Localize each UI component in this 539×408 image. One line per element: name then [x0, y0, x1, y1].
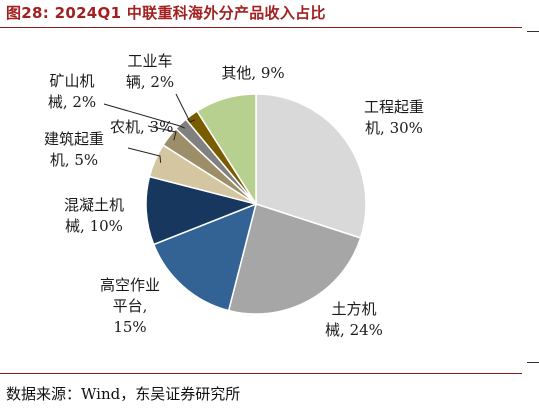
- slice-labels: 工程起重机, 30% 土方机械, 24% 高空作业平台, 15% 混凝土机械, 10% 建…: [44, 52, 424, 339]
- slice-label-1: 工程起重机, 30%: [364, 98, 424, 137]
- slice-label-6: 农机, 3%: [110, 118, 173, 136]
- chart-title: 图28: 2024Q1 中联重科海外分产品收入占比: [6, 4, 326, 22]
- source-note: 数据来源：Wind，东吴证券研究所: [6, 385, 241, 403]
- pie-slice-3: [152, 202, 258, 312]
- leader-line-5: [127, 147, 162, 163]
- source-divider: [0, 373, 522, 374]
- edge-tick-bottom: [527, 362, 539, 363]
- pie-slice-9: [196, 93, 257, 207]
- leader-lines: [103, 93, 196, 163]
- slice-label-3: 高空作业平台, 15%: [100, 276, 160, 336]
- leader-line-8: [175, 93, 196, 123]
- pie-slices: [145, 93, 367, 315]
- leader-line-7: [103, 103, 186, 129]
- slice-label-5: 建筑起重机, 5%: [44, 130, 104, 169]
- leader-line-6: [147, 125, 177, 141]
- edge-tick-top: [527, 31, 539, 32]
- slice-label-4: 混凝土机械, 10%: [64, 196, 124, 235]
- slice-label-8: 工业车辆, 2%: [126, 52, 174, 91]
- slice-label-9: 其他, 9%: [221, 64, 284, 82]
- pie-slice-1: [255, 93, 367, 239]
- pie-slice-2: [227, 203, 362, 315]
- slice-label-7: 矿山机械, 2%: [48, 72, 96, 111]
- slice-label-2: 土方机械, 24%: [325, 300, 383, 339]
- title-divider: [0, 27, 522, 28]
